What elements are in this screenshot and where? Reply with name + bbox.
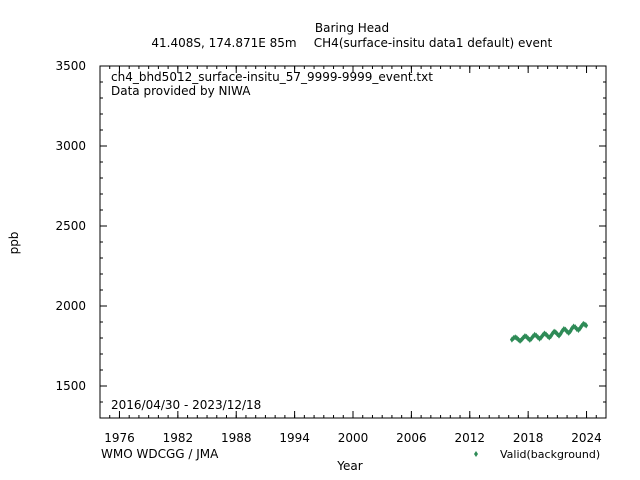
x-tick-label: 1988: [221, 431, 252, 445]
chart-subtitle-series: CH4(surface-insitu data1 default) event: [314, 36, 553, 50]
x-tick-label: 1994: [279, 431, 310, 445]
legend-label: Valid(background): [500, 448, 600, 461]
x-tick-label: 1982: [163, 431, 194, 445]
data-point: [584, 322, 589, 329]
series-points: [509, 320, 589, 344]
date-range-annotation: 2016/04/30 - 2023/12/18: [111, 398, 261, 412]
x-tick-label: 2000: [338, 431, 369, 445]
x-tick-label: 2006: [396, 431, 427, 445]
y-tick-label: 3500: [55, 59, 86, 73]
x-tick-label: 1976: [104, 431, 135, 445]
y-tick-label: 2000: [55, 299, 86, 313]
chart-title: Baring Head: [315, 21, 389, 35]
filename-annotation: ch4_bhd5012_surface-insitu_57_9999-9999_…: [111, 70, 433, 84]
chart-subtitle-location: 41.408S, 174.871E 85m: [151, 36, 296, 50]
plot-layer: 1976 1982 1988 1994 2000 2006 2012 2018 2024 1500…: [55, 59, 607, 445]
credit-text: WMO WDCGG / JMA: [101, 447, 219, 461]
x-tick-label: 2024: [571, 431, 602, 445]
legend: Valid(background): [474, 448, 600, 461]
x-axis-label: Year: [336, 459, 362, 473]
x-tick-label: 2012: [454, 431, 485, 445]
y-axis-label: ppb: [7, 232, 21, 255]
x-tick-label: 2018: [513, 431, 544, 445]
y-axis-label-text: ppb: [7, 232, 21, 255]
provider-annotation: Data provided by NIWA: [111, 84, 251, 98]
y-tick-label: 1500: [55, 379, 86, 393]
y-tick-label: 3000: [55, 139, 86, 153]
y-tick-label: 2500: [55, 219, 86, 233]
plot-frame: [99, 65, 607, 419]
legend-marker-icon: [474, 451, 478, 457]
